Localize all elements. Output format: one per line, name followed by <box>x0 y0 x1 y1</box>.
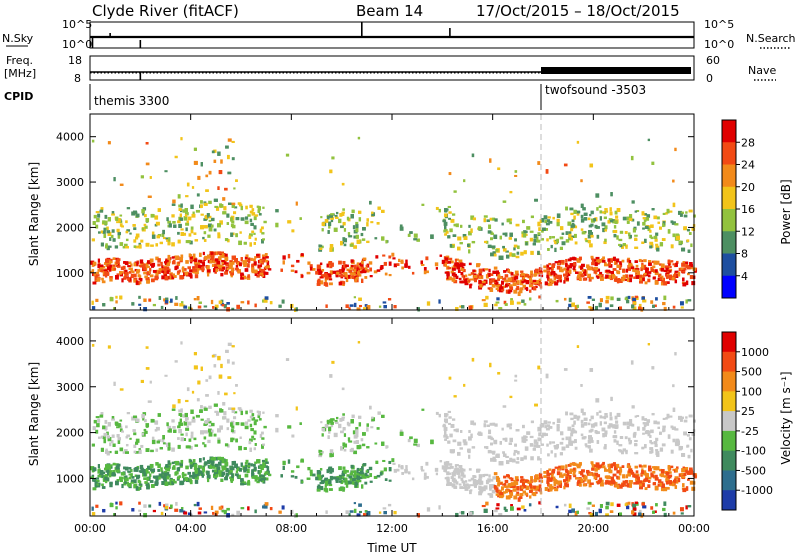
nsky-tick-top: 10^5 <box>62 18 92 31</box>
y-tick-label: 1000 <box>56 472 84 485</box>
colorbar-tick-label: 8 <box>741 248 748 261</box>
nave-label: Nave <box>748 64 776 77</box>
nave-tick-bottom: 0 <box>706 72 713 85</box>
cpid-segment-1: themis 3300 <box>94 94 169 108</box>
power-panel: 1000 2000 3000 4000 Slant Range [km] 28 24 20… <box>27 113 793 312</box>
nsearch-tick-bottom: 10^0 <box>704 38 734 51</box>
nsky-panel: N.Sky 10^5 10^0 10^5 10^0 N.Search <box>2 18 796 51</box>
y-tick-label: 3000 <box>56 381 84 394</box>
power-ylabel: Slant Range [km] <box>27 162 41 266</box>
colorbar-tick-label: 20 <box>741 181 755 194</box>
x-tick-label: 12:00 <box>376 522 408 535</box>
x-axis-title: Time UT <box>366 541 417 554</box>
y-tick-label: 2000 <box>56 221 84 234</box>
x-tick-label: 20:00 <box>577 522 609 535</box>
colorbar-tick-label: 24 <box>741 159 755 172</box>
colorbar-tick-label: 25 <box>741 405 755 418</box>
freq-label-1: Freq. <box>6 54 33 67</box>
x-tick-label: 16:00 <box>477 522 509 535</box>
colorbar-tick-label: -100 <box>741 445 766 458</box>
velocity-colorbar-label: Velocity [m s⁻¹] <box>779 371 793 464</box>
colorbar-tick-label: -25 <box>741 425 759 438</box>
y-tick-label: 1000 <box>56 267 84 280</box>
colorbar-tick-label: 1000 <box>741 346 769 359</box>
freq-trace <box>90 67 691 80</box>
date-range-title: 17/Oct/2015 – 18/Oct/2015 <box>476 2 680 20</box>
cpid-panel: CPID themis 3300 twofsound -3503 <box>4 83 646 110</box>
freq-tick-bottom: 8 <box>74 72 81 85</box>
cpid-label: CPID <box>4 90 33 103</box>
power-y-axis: 1000 2000 3000 4000 <box>56 131 694 280</box>
nsky-label: N.Sky <box>2 32 34 45</box>
colorbar-tick-label: 16 <box>741 203 755 216</box>
velocity-panel: 1000 2000 3000 4000 00:00 04:00 08:00 12:00 16:… <box>27 317 793 554</box>
x-tick-label: 04:00 <box>175 522 207 535</box>
freq-label-2: [MHz] <box>4 67 36 80</box>
station-title: Clyde River (fitACF) <box>92 2 239 20</box>
velocity-colorbar: 1000 500 100 25 -25 -100 -500 -1000 <box>721 331 773 511</box>
freq-tick-top: 18 <box>68 54 82 67</box>
velocity-x-ticks: 00:00 04:00 08:00 12:00 16:00 20:00 00:00 <box>74 318 710 535</box>
x-tick-label: 00:00 <box>74 522 106 535</box>
colorbar-tick-label: 28 <box>741 136 755 149</box>
power-scatter <box>90 136 698 312</box>
nsearch-tick-top: 10^5 <box>704 18 734 31</box>
velocity-scatter <box>90 341 698 518</box>
power-colorbar-label: Power [dB] <box>779 179 793 244</box>
nsky-trace <box>90 22 694 48</box>
y-tick-label: 4000 <box>56 335 84 348</box>
velocity-ylabel: Slant Range [km] <box>27 362 41 466</box>
colorbar-tick-label: 4 <box>741 270 748 283</box>
nsky-tick-bottom: 10^0 <box>62 38 92 51</box>
power-x-ticks <box>89 114 695 310</box>
colorbar-tick-label: -1000 <box>741 484 773 497</box>
x-tick-label: 08:00 <box>275 522 307 535</box>
colorbar-tick-label: 100 <box>741 385 762 398</box>
x-tick-label: 00:00 <box>678 522 710 535</box>
y-tick-label: 3000 <box>56 176 84 189</box>
freq-panel: Freq. [MHz] 18 8 60 0 Nave <box>4 54 776 85</box>
colorbar-tick-label: 12 <box>741 225 755 238</box>
nave-tick-top: 60 <box>706 54 720 67</box>
y-tick-label: 2000 <box>56 427 84 440</box>
colorbar-tick-label: -500 <box>741 464 766 477</box>
beam-title: Beam 14 <box>356 2 423 20</box>
nsearch-label: N.Search <box>746 32 796 45</box>
colorbar-tick-label: 500 <box>741 366 762 379</box>
y-tick-label: 4000 <box>56 131 84 144</box>
cpid-segment-2: twofsound -3503 <box>545 83 646 97</box>
velocity-y-axis: 1000 2000 3000 4000 <box>56 335 694 485</box>
power-colorbar: 28 24 20 16 12 8 4 <box>721 119 755 299</box>
